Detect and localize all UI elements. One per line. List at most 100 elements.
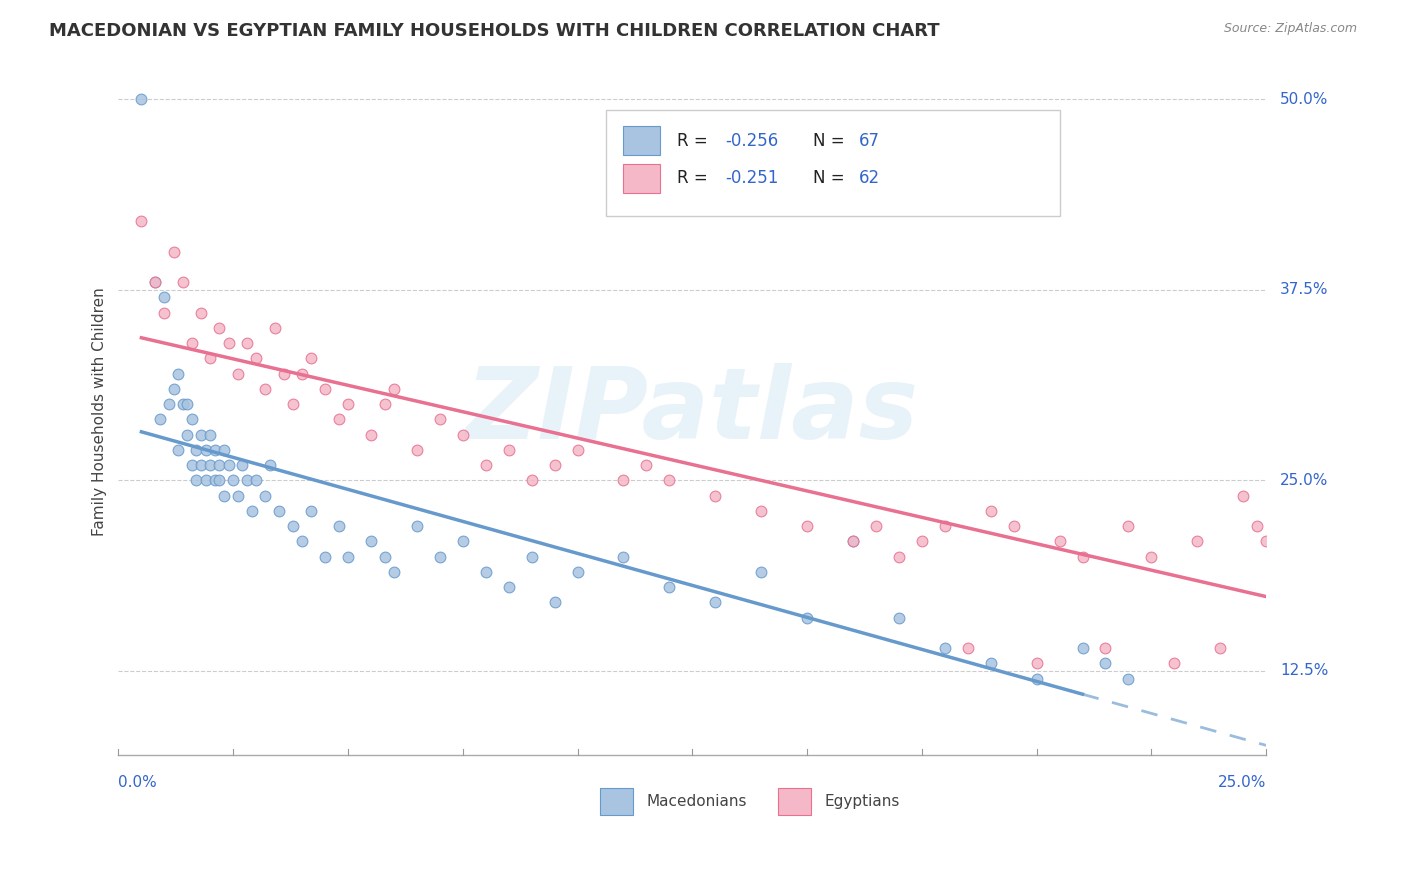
Point <box>543 458 565 472</box>
Point <box>749 504 772 518</box>
Point <box>194 442 217 457</box>
Text: N =: N = <box>813 132 849 150</box>
Point <box>567 442 589 457</box>
Point <box>1002 519 1025 533</box>
Point <box>212 442 235 457</box>
Point <box>796 610 818 624</box>
Point <box>1256 534 1278 549</box>
Point <box>186 473 208 487</box>
Point <box>143 275 166 289</box>
Point <box>149 412 172 426</box>
Point <box>222 473 245 487</box>
Point <box>704 489 727 503</box>
Point <box>176 397 198 411</box>
Point <box>190 305 212 319</box>
Point <box>451 427 474 442</box>
Point <box>162 382 184 396</box>
Point <box>314 382 336 396</box>
Point <box>887 610 910 624</box>
Point <box>176 427 198 442</box>
Bar <box>600 789 633 814</box>
Point <box>208 473 231 487</box>
Point <box>405 442 427 457</box>
Point <box>429 549 451 564</box>
Point <box>980 657 1002 671</box>
Y-axis label: Family Households with Children: Family Households with Children <box>93 287 107 536</box>
Point <box>299 504 322 518</box>
Point <box>405 519 427 533</box>
Point <box>131 214 153 228</box>
Point <box>291 367 314 381</box>
Point <box>167 442 190 457</box>
Point <box>254 489 277 503</box>
Point <box>956 641 979 656</box>
Point <box>314 549 336 564</box>
Point <box>180 412 202 426</box>
Point <box>245 351 267 366</box>
Point <box>382 382 405 396</box>
Point <box>153 305 176 319</box>
Point <box>208 320 231 334</box>
Point <box>281 519 304 533</box>
Point <box>451 534 474 549</box>
Point <box>704 595 727 609</box>
Point <box>131 92 153 106</box>
Point <box>520 549 543 564</box>
Text: -0.251: -0.251 <box>725 169 779 187</box>
Point <box>259 458 281 472</box>
Point <box>180 336 202 351</box>
Point <box>1094 641 1116 656</box>
Text: 25.0%: 25.0% <box>1218 774 1267 789</box>
Point <box>567 565 589 579</box>
Point <box>336 397 359 411</box>
Point <box>374 549 396 564</box>
Text: ZIPatlas: ZIPatlas <box>465 363 920 460</box>
Point <box>172 397 194 411</box>
Point <box>240 504 263 518</box>
Point <box>796 519 818 533</box>
Point <box>291 534 314 549</box>
Point <box>1140 549 1163 564</box>
Point <box>236 473 259 487</box>
Point <box>543 595 565 609</box>
Point <box>1264 504 1286 518</box>
Point <box>374 397 396 411</box>
Point <box>208 458 231 472</box>
Point <box>865 519 887 533</box>
Point <box>1163 657 1185 671</box>
Point <box>1094 657 1116 671</box>
Point <box>245 473 267 487</box>
Point <box>520 473 543 487</box>
Text: Egyptians: Egyptians <box>824 794 900 809</box>
Point <box>612 473 634 487</box>
Point <box>658 580 681 594</box>
Point <box>186 442 208 457</box>
Point <box>980 504 1002 518</box>
Point <box>658 473 681 487</box>
Point <box>1274 489 1296 503</box>
Point <box>842 534 865 549</box>
Point <box>172 275 194 289</box>
Text: 62: 62 <box>859 169 880 187</box>
Point <box>1187 534 1209 549</box>
Text: Macedonians: Macedonians <box>647 794 747 809</box>
Point <box>180 458 202 472</box>
Point <box>842 534 865 549</box>
Point <box>934 519 956 533</box>
Point <box>498 442 520 457</box>
Text: N =: N = <box>813 169 849 187</box>
Point <box>269 504 291 518</box>
Point <box>212 489 235 503</box>
Bar <box>779 789 810 814</box>
Point <box>429 412 451 426</box>
Text: 12.5%: 12.5% <box>1279 664 1329 679</box>
Point <box>1282 473 1305 487</box>
Text: MACEDONIAN VS EGYPTIAN FAMILY HOUSEHOLDS WITH CHILDREN CORRELATION CHART: MACEDONIAN VS EGYPTIAN FAMILY HOUSEHOLDS… <box>49 22 939 40</box>
Point <box>226 367 249 381</box>
Point <box>194 473 217 487</box>
Text: R =: R = <box>678 169 713 187</box>
Point <box>1118 519 1140 533</box>
Point <box>328 519 350 533</box>
Point <box>200 458 222 472</box>
Point <box>273 367 295 381</box>
